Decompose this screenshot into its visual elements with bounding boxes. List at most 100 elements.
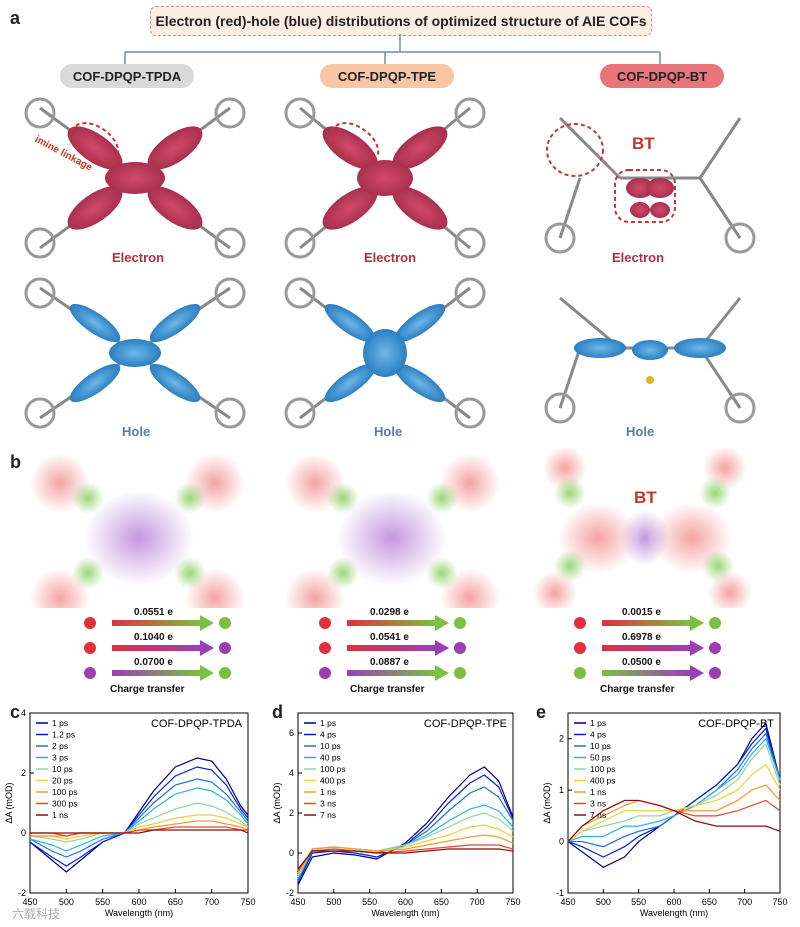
tpda-fragments xyxy=(30,453,245,608)
chart-tpe: 450 500 550 600 650 700 750 -2 0 2 4 6 Wavelength (n… xyxy=(272,712,521,918)
tpda-electron-structure xyxy=(24,97,246,259)
panel-letter-d: d xyxy=(272,702,283,722)
y-tick-label-tpe: 2 xyxy=(289,808,294,818)
ct-caption-bt: Charge transfer xyxy=(600,684,675,695)
ct-arrow-shaft-bt-1 xyxy=(602,620,690,626)
hole-label-bt: Hole xyxy=(626,424,655,439)
banner-connector xyxy=(124,34,661,64)
series-line-tpe-6 xyxy=(297,834,514,874)
molecule-structures xyxy=(24,97,756,429)
ct-target-dot-tpda-2 xyxy=(219,642,231,654)
fragment-diagrams xyxy=(30,448,752,608)
legend-label-tpe-3: 40 ps xyxy=(320,753,341,763)
x-tick-label-tpe: 500 xyxy=(326,897,341,907)
legend-label-tpe-8: 7 ns xyxy=(320,810,336,820)
series-line-tpe-5 xyxy=(297,824,514,876)
y-tick-label-tpe: -2 xyxy=(286,888,294,898)
legend-label-bt-2: 10 ps xyxy=(590,741,611,751)
tpe-hole-structure xyxy=(284,277,486,429)
legend-label-tpda-7: 300 ps xyxy=(52,799,78,809)
legend-label-tpe-0: 1 ps xyxy=(320,718,336,728)
bt-hole-structure xyxy=(544,296,756,424)
hole-label-tpda: Hole xyxy=(122,424,151,439)
ct-value-tpe-2: 0.0541 e xyxy=(370,632,409,643)
legend-label-bt-5: 400 ps xyxy=(590,776,616,786)
ct-arrow-head-tpe-3 xyxy=(435,665,449,681)
electron-label-bt: Electron xyxy=(612,250,665,265)
x-tick-label-bt: 700 xyxy=(737,897,752,907)
legend-label-tpda-3: 3 ps xyxy=(52,753,68,763)
series-line-tpda-5 xyxy=(30,814,249,840)
tpda-hole-structure xyxy=(24,277,246,429)
y-axis-label-bt: ΔA (mOD) xyxy=(542,782,552,823)
ct-source-dot-bt-2 xyxy=(574,642,586,654)
series-line-tpda-7 xyxy=(30,826,248,837)
ct-value-bt-1: 0.0015 e xyxy=(622,607,661,618)
ct-source-dot-tpe-2 xyxy=(319,642,331,654)
ct-value-tpe-1: 0.0298 e xyxy=(370,607,409,618)
ct-arrow-shaft-bt-3 xyxy=(602,670,690,676)
ct-value-bt-3: 0.0500 e xyxy=(622,657,661,668)
series-line-tpda-1 xyxy=(29,766,249,867)
legend-label-bt-8: 7 ns xyxy=(590,810,606,820)
y-tick-label-tpe: 4 xyxy=(289,768,294,778)
panel-letter-b: b xyxy=(10,452,21,472)
ct-arrow-head-bt-2 xyxy=(690,640,704,656)
series-line-bt-8 xyxy=(567,799,781,842)
legend-label-bt-6: 1 ns xyxy=(590,787,606,797)
panel-letter-c: c xyxy=(10,702,21,722)
ct-target-dot-bt-3 xyxy=(709,667,721,679)
ct-target-dot-tpe-2 xyxy=(454,642,466,654)
series-line-tpe-8 xyxy=(297,848,514,870)
ct-arrow-head-tpda-2 xyxy=(200,640,214,656)
x-tick-label-tpe: 700 xyxy=(470,897,485,907)
y-axis-label-tpe: ΔA (mOD) xyxy=(272,782,282,823)
x-axis-label-bt: Wavelength (nm) xyxy=(640,908,708,918)
x-tick-label-tpe: 600 xyxy=(398,897,413,907)
x-axis-label-tpe: Wavelength (nm) xyxy=(371,908,439,918)
figure-banner: Electron (red)-hole (blue) distributions… xyxy=(150,6,652,36)
y-tick-label-bt: 1 xyxy=(559,785,564,795)
electron-label-tpda: Electron xyxy=(112,250,165,265)
series-line-tpda-2 xyxy=(29,778,249,858)
ct-caption-tpda: Charge transfer xyxy=(110,684,185,695)
x-tick-label-bt: 750 xyxy=(772,897,787,907)
x-axis-label-tpda: Wavelength (nm) xyxy=(105,908,173,918)
chart-bt: 450 500 550 600 650 700 750 -1 0 1 2 Wavelength (nm… xyxy=(542,712,788,918)
y-tick-label-tpe: 6 xyxy=(289,728,294,738)
x-tick-label-tpda: 600 xyxy=(131,897,146,907)
ct-target-dot-bt-1 xyxy=(709,617,721,629)
x-tick-label-tpe: 750 xyxy=(505,897,520,907)
ct-arrow-shaft-tpda-1 xyxy=(112,620,200,626)
bt-fragments xyxy=(533,448,752,608)
series-line-tpda-0 xyxy=(29,757,249,873)
legend-label-bt-4: 100 ps xyxy=(590,764,616,774)
tpe-fragments xyxy=(285,453,500,608)
ct-arrow-shaft-tpe-3 xyxy=(347,670,435,676)
legend-label-tpe-5: 400 ps xyxy=(320,776,346,786)
y-tick-label-tpda: -2 xyxy=(18,888,26,898)
ct-source-dot-bt-3 xyxy=(574,667,586,679)
series-line-bt-3 xyxy=(567,737,781,843)
ct-arrow-head-tpda-3 xyxy=(200,665,214,681)
chart-title-tpe: COF-DPQP-TPE xyxy=(424,718,507,730)
x-tick-label-tpda: 450 xyxy=(22,897,37,907)
legend-label-tpda-0: 1 ps xyxy=(52,718,68,728)
x-tick-label-tpda: 700 xyxy=(204,897,219,907)
x-tick-label-tpda: 750 xyxy=(240,897,255,907)
x-tick-label-tpe: 450 xyxy=(290,897,305,907)
ct-arrow-shaft-tpda-3 xyxy=(112,670,200,676)
y-tick-label-tpda: 2 xyxy=(21,768,26,778)
legend-label-bt-1: 4 ps xyxy=(590,730,606,740)
ct-source-dot-tpe-1 xyxy=(319,617,331,629)
legend-label-tpe-7: 3 ns xyxy=(320,799,336,809)
ct-target-dot-tpda-1 xyxy=(219,617,231,629)
x-tick-label-tpe: 550 xyxy=(362,897,377,907)
panel-letter-e: e xyxy=(536,702,547,722)
ct-target-dot-bt-2 xyxy=(709,642,721,654)
y-tick-label-tpda: 4 xyxy=(21,708,26,718)
x-tick-label-bt: 550 xyxy=(631,897,646,907)
ct-arrow-head-tpe-1 xyxy=(435,615,449,631)
bt-electron-structure xyxy=(544,116,756,254)
